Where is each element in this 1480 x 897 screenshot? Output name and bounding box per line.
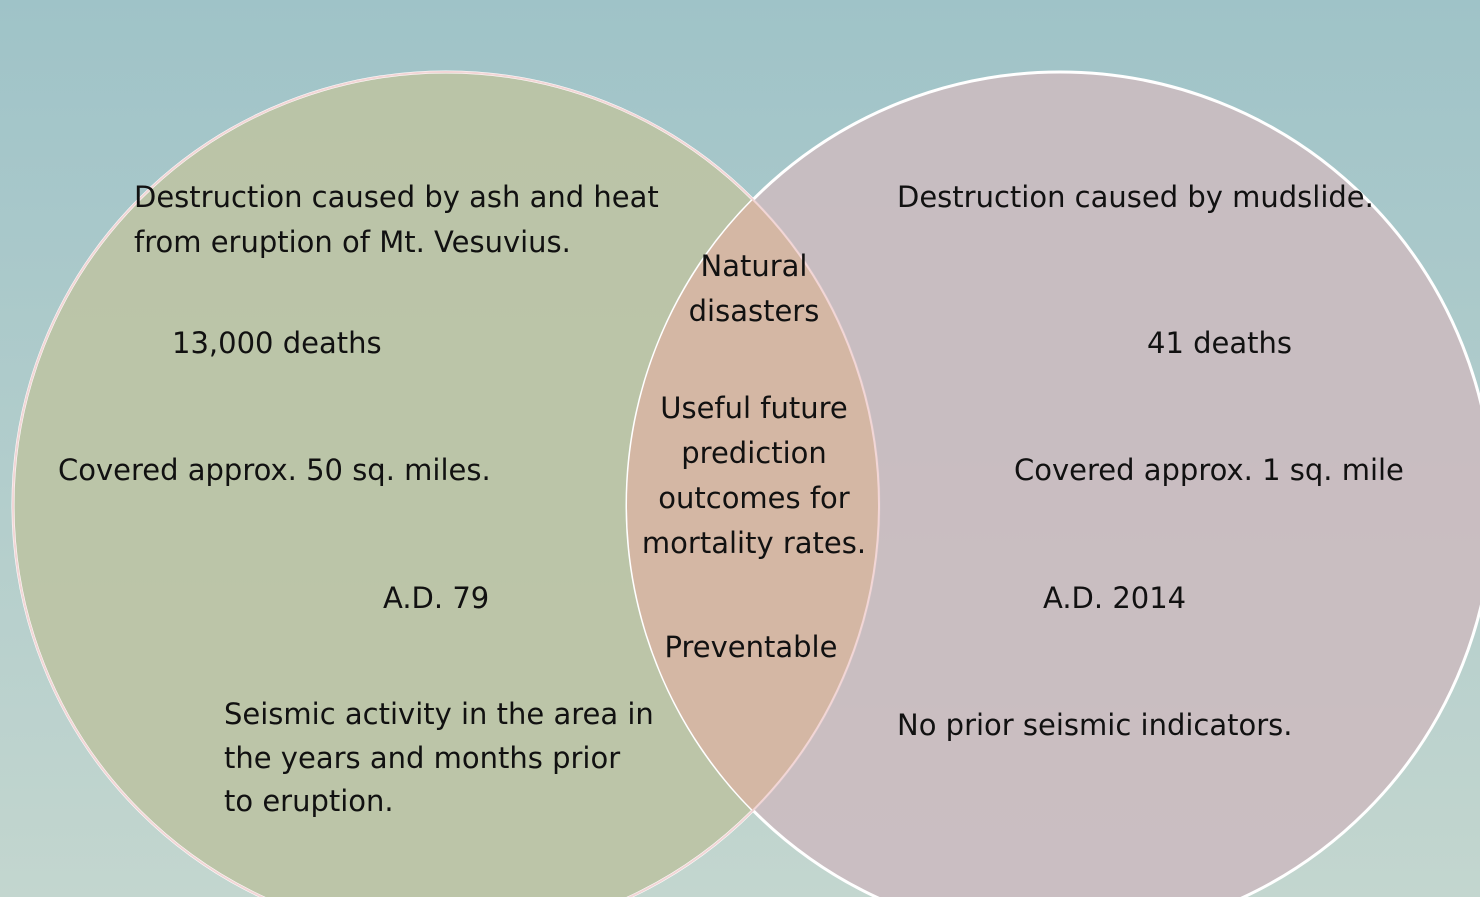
right-label: 41 deaths bbox=[1147, 326, 1292, 360]
center-label: outcomes for bbox=[658, 481, 850, 515]
center-label: mortality rates. bbox=[642, 526, 866, 560]
left-label: Seismic activity in the area in bbox=[224, 697, 654, 731]
left-label: Destruction caused by ash and heat bbox=[134, 180, 659, 214]
left-label: to eruption. bbox=[224, 784, 394, 818]
left-label: 13,000 deaths bbox=[172, 326, 382, 360]
right-label: No prior seismic indicators. bbox=[897, 708, 1293, 742]
right-label: A.D. 2014 bbox=[1043, 581, 1186, 615]
right-label: Covered approx. 1 sq. mile bbox=[1014, 453, 1404, 487]
left-label: Covered approx. 50 sq. miles. bbox=[58, 453, 491, 487]
left-label: the years and months prior bbox=[224, 741, 620, 775]
left-label: A.D. 79 bbox=[383, 581, 489, 615]
center-label: prediction bbox=[681, 436, 827, 470]
center-label: Preventable bbox=[665, 630, 838, 664]
right-label: Destruction caused by mudslide. bbox=[897, 180, 1374, 214]
center-label: Natural bbox=[701, 249, 808, 283]
left-outline bbox=[12, 71, 880, 897]
center-label: Useful future bbox=[660, 391, 848, 425]
left-label: from eruption of Mt. Vesuvius. bbox=[134, 225, 571, 259]
center-label: disasters bbox=[689, 294, 820, 328]
